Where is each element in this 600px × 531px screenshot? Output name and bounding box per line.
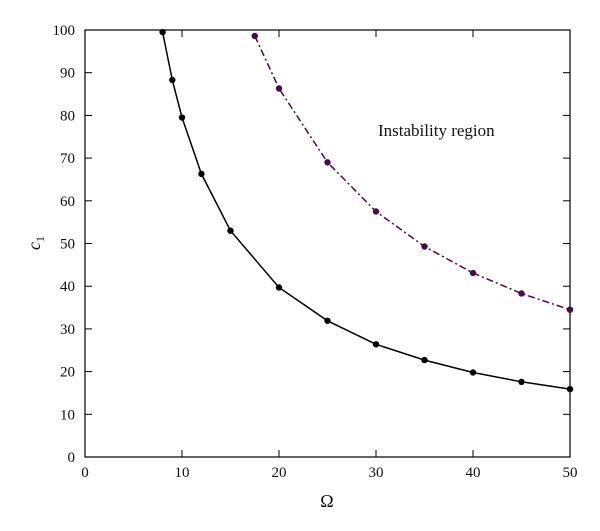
data-point [178, 114, 186, 121]
data-point [421, 356, 428, 364]
x-tick-label: 30 [369, 465, 384, 481]
y-tick-label: 80 [60, 108, 75, 124]
data-point [275, 85, 283, 92]
series-0 [159, 28, 574, 393]
data-point [372, 341, 380, 348]
data-point [324, 317, 331, 324]
ticks [84, 29, 571, 458]
tick-labels: 0 10 20 30 40 50 0 10 20 30 40 50 60 70 80 90 100 [53, 23, 578, 481]
x-tick-label: 20 [272, 465, 287, 481]
y-tick-label: 0 [68, 450, 76, 466]
data-point [324, 159, 331, 166]
y-tick-label: 100 [53, 23, 76, 39]
y-tick-label: 90 [60, 66, 75, 82]
y-tick-label: 40 [60, 279, 75, 295]
y-tick-label: 30 [60, 322, 75, 338]
data-point [169, 76, 176, 84]
series-line [254, 35, 571, 311]
y-tick-label: 10 [60, 407, 75, 423]
x-tick-label: 0 [81, 465, 89, 481]
x-axis-label: Ω [320, 491, 333, 511]
data-point [227, 227, 234, 234]
x-tick-label: 50 [563, 465, 578, 481]
data-point [372, 208, 380, 215]
data-point [159, 28, 166, 36]
data-point [518, 378, 525, 386]
data-point [251, 32, 258, 40]
y-tick-label: 20 [60, 365, 75, 381]
data-point [518, 290, 525, 297]
x-tick-label: 40 [466, 465, 481, 481]
y-tick-label: 60 [60, 194, 75, 210]
series-layer [159, 28, 574, 393]
y-axis-label: c1 [24, 236, 47, 250]
data-point [469, 369, 477, 376]
data-point [275, 284, 283, 291]
y-tick-label: 70 [60, 151, 75, 167]
series-1 [251, 32, 574, 313]
y-axis-label-main: c [24, 242, 44, 250]
x-tick-label: 10 [175, 465, 190, 481]
data-point [198, 170, 205, 178]
data-point [566, 306, 574, 313]
data-point [566, 385, 574, 393]
plot-frame [84, 29, 571, 458]
annotation-instability-region: Instability region [378, 121, 495, 140]
y-tick-label: 50 [60, 237, 75, 253]
y-axis-label-subscript: 1 [33, 236, 47, 242]
data-point [469, 269, 477, 277]
data-point [421, 243, 428, 250]
series-line [161, 31, 571, 390]
svg-text:c1: c1 [24, 236, 47, 250]
